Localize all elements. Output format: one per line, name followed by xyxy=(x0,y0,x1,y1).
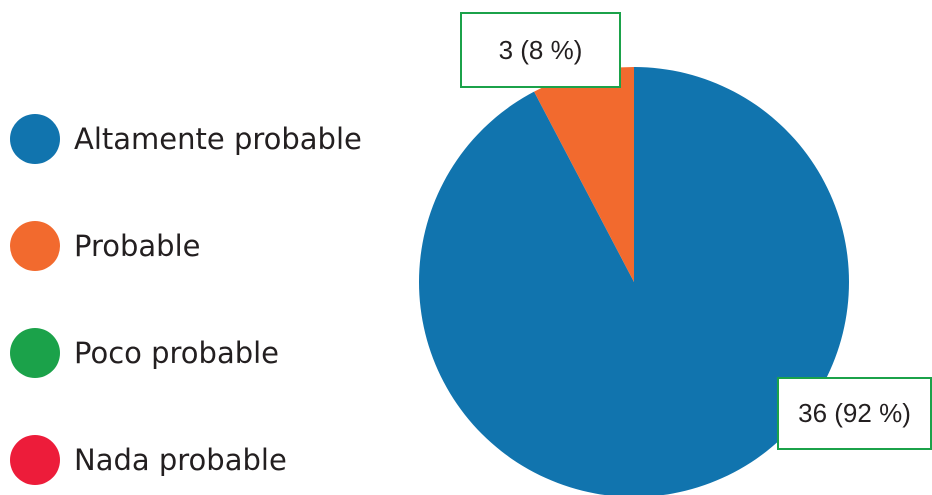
legend-item-altamente-probable: Altamente probable xyxy=(10,114,362,164)
legend-item-poco-probable: Poco probable xyxy=(10,328,279,378)
legend-swatch-probable xyxy=(10,221,60,271)
legend-item-probable: Probable xyxy=(10,221,201,271)
legend-item-nada-probable: Nada probable xyxy=(10,435,287,485)
data-label-probable: 3 (8 %) xyxy=(460,12,621,88)
pie-slice-probable xyxy=(534,67,634,282)
legend-label-nada-probable: Nada probable xyxy=(74,443,287,477)
pie-slice-altamente-probable xyxy=(419,67,849,495)
legend-swatch-altamente-probable xyxy=(10,114,60,164)
legend-swatch-nada-probable xyxy=(10,435,60,485)
data-label-altamente-probable: 36 (92 %) xyxy=(777,377,932,450)
legend-label-altamente-probable: Altamente probable xyxy=(74,122,362,156)
legend-label-poco-probable: Poco probable xyxy=(74,336,280,370)
legend-label-probable: Probable xyxy=(74,229,201,263)
legend-swatch-poco-probable xyxy=(10,328,60,378)
